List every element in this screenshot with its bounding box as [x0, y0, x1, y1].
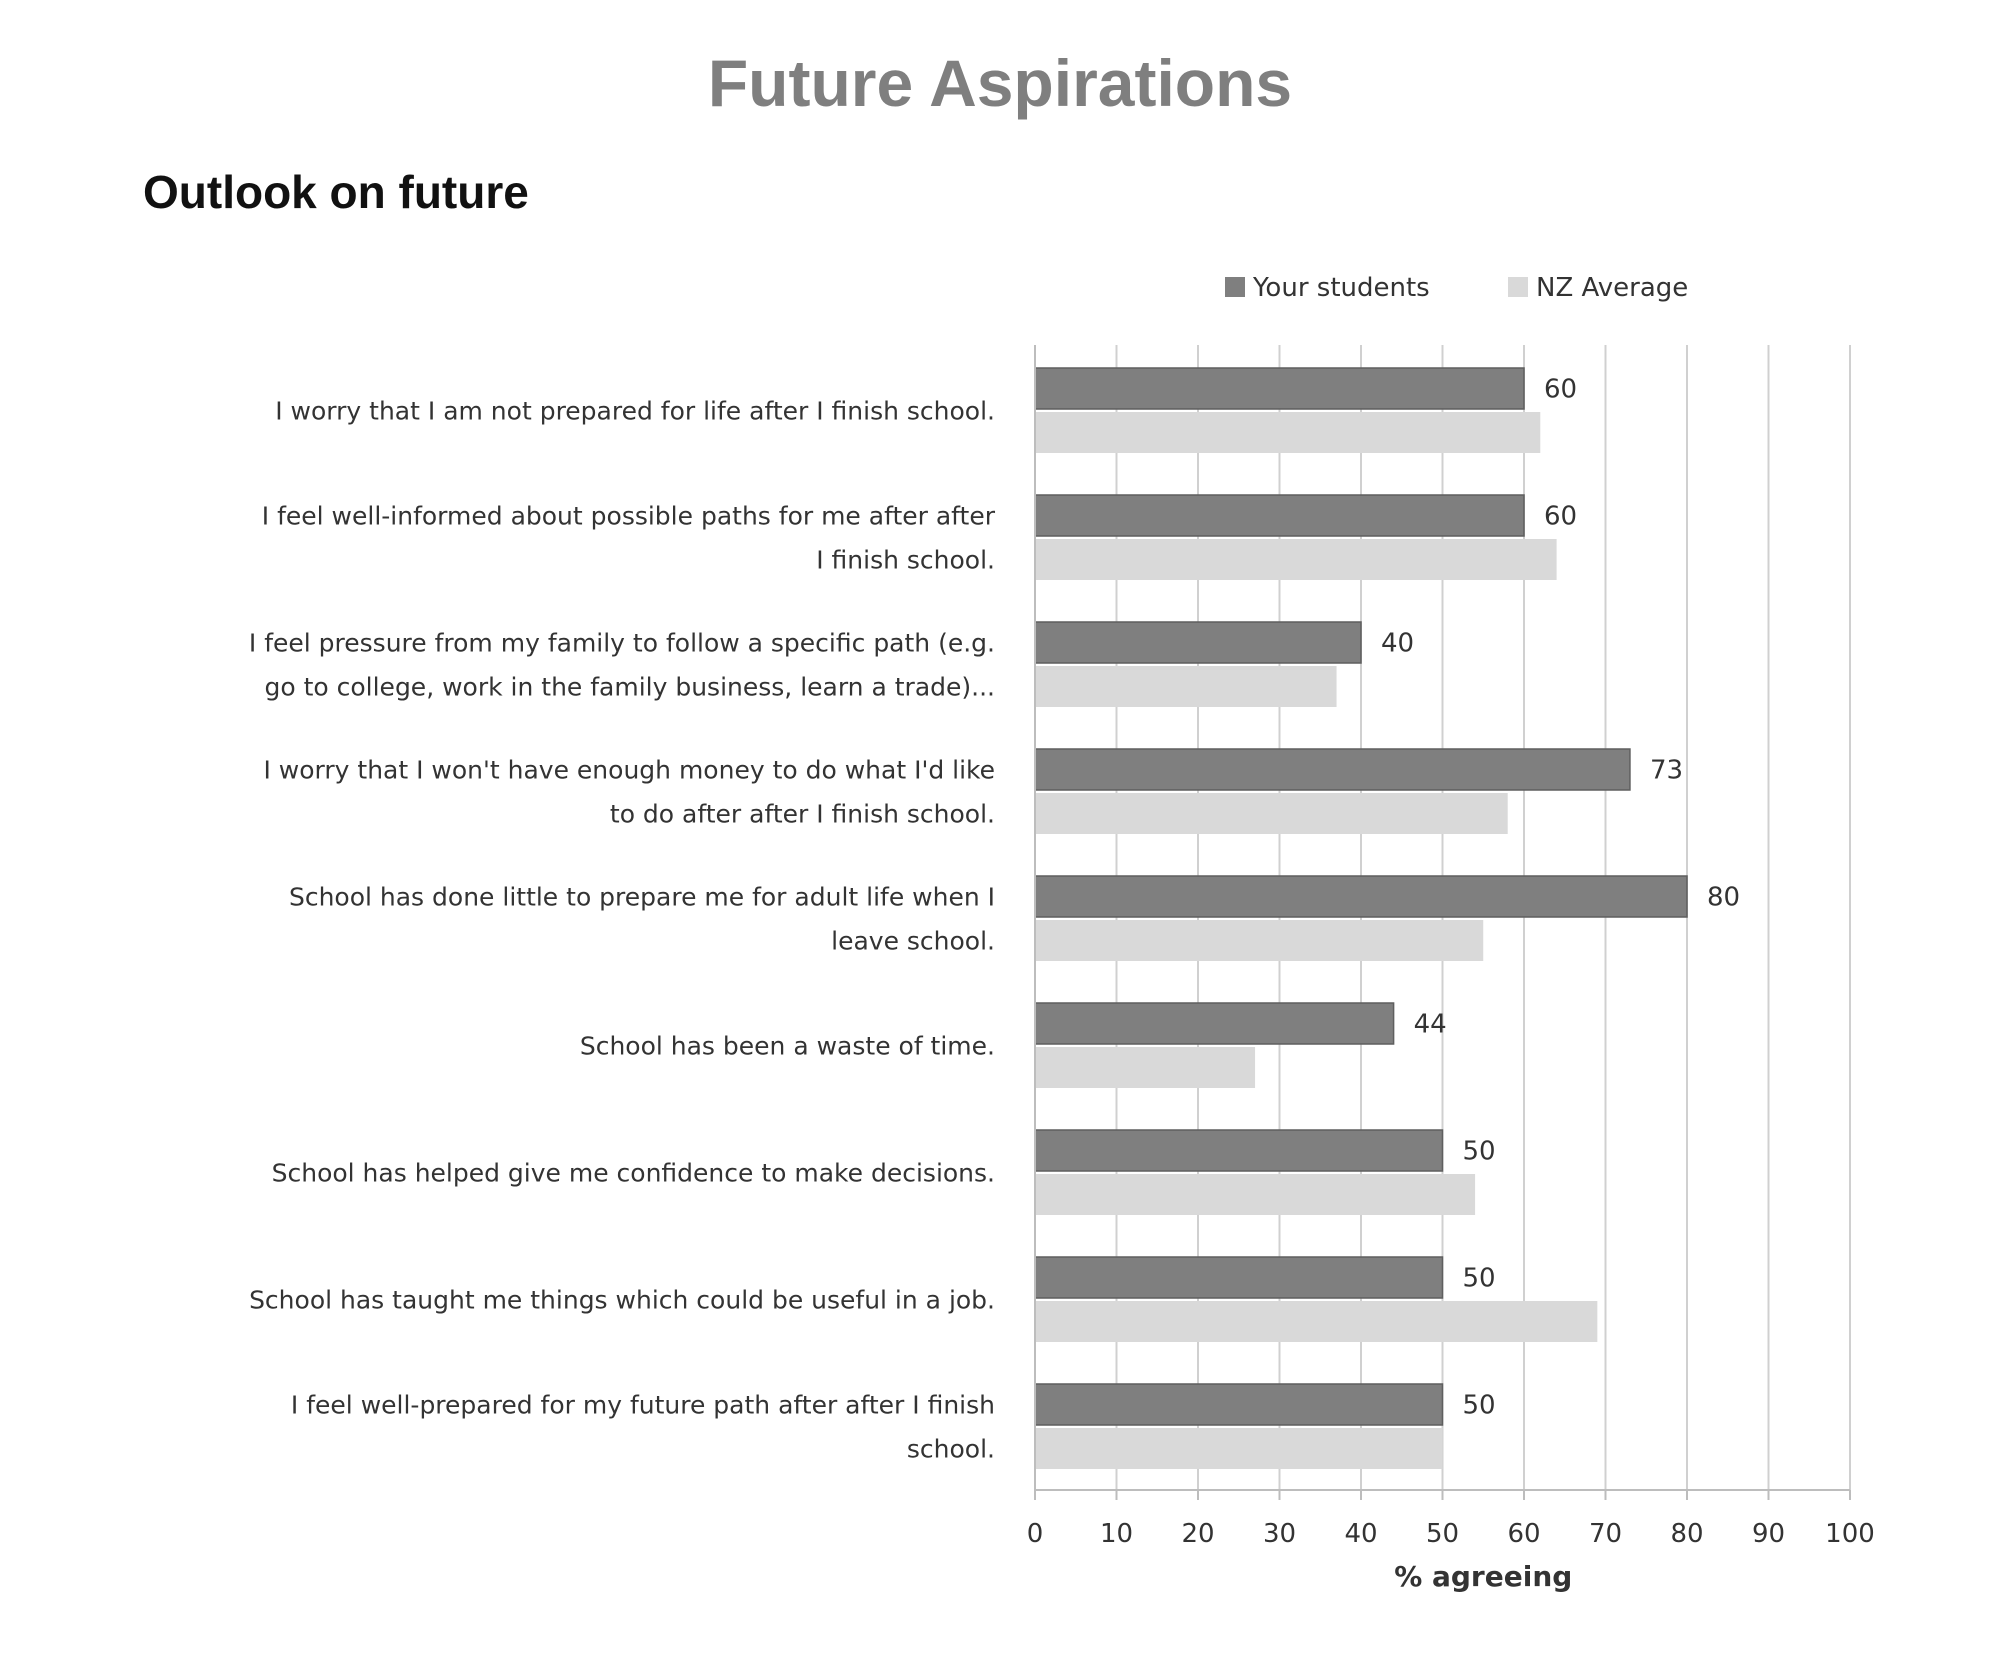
x-tick-label: 10 [1100, 1519, 1133, 1549]
legend-swatch [1225, 277, 1245, 297]
x-tick-label: 40 [1344, 1519, 1377, 1549]
category-label: leave school. [831, 927, 995, 956]
legend-label: Your students [1252, 273, 1430, 303]
section-title: Outlook on future [143, 166, 529, 218]
x-tick-label: 50 [1426, 1519, 1459, 1549]
bar [1035, 1047, 1256, 1088]
bar [1034, 367, 1525, 410]
bar [1035, 412, 1541, 453]
data-label: 73 [1650, 756, 1683, 786]
bar [1035, 666, 1337, 707]
legend-swatch [1508, 277, 1528, 297]
bar [1034, 1383, 1444, 1426]
x-tick-label: 70 [1589, 1519, 1622, 1549]
bar [1034, 1002, 1395, 1045]
bar [1035, 1301, 1598, 1342]
bars: 60 60 40 73 80 44 50 50 50 [1034, 367, 1740, 1469]
category-label: to do after after I finish school. [610, 800, 995, 829]
x-tick-label: 90 [1752, 1519, 1785, 1549]
bar [1034, 875, 1688, 918]
x-tick-label: 60 [1507, 1519, 1540, 1549]
data-label: 40 [1381, 629, 1414, 659]
data-label: 50 [1463, 1137, 1496, 1167]
category-label: go to college, work in the family busine… [264, 673, 995, 702]
x-axis-title: % agreeing [1394, 1560, 1572, 1593]
category-label: School has done little to prepare me for… [289, 883, 995, 912]
x-tick-label: 100 [1825, 1519, 1875, 1549]
category-label: I feel well-prepared for my future path … [291, 1391, 995, 1420]
page-title: Future Aspirations [707, 46, 1293, 120]
category-label: School has been a waste of time. [580, 1032, 995, 1061]
category-labels: I worry that I am not prepared for life … [249, 397, 996, 1464]
bar [1035, 539, 1557, 580]
data-label: 44 [1414, 1010, 1447, 1040]
data-label: 50 [1463, 1391, 1496, 1421]
x-tick-label: 30 [1263, 1519, 1296, 1549]
legend-label: NZ Average [1536, 273, 1688, 303]
bar [1034, 1129, 1444, 1172]
bar [1034, 748, 1631, 791]
category-label: school. [907, 1435, 995, 1464]
category-label: I feel pressure from my family to follow… [249, 629, 995, 658]
bar [1035, 920, 1484, 961]
bar [1034, 621, 1362, 664]
data-label: 60 [1544, 502, 1577, 532]
category-label: I worry that I am not prepared for life … [275, 397, 995, 426]
bar [1034, 1256, 1444, 1299]
x-tick-label: 0 [1027, 1519, 1044, 1549]
category-label: I worry that I won't have enough money t… [263, 756, 995, 785]
data-label: 80 [1707, 883, 1740, 913]
bar [1035, 793, 1508, 834]
x-tick-label: 20 [1181, 1519, 1214, 1549]
data-label: 60 [1544, 375, 1577, 405]
bar [1035, 1428, 1443, 1469]
category-label: I finish school. [816, 546, 995, 575]
bar [1034, 494, 1525, 537]
axes: 0 10 20 30 40 50 60 70 80 90 100 % agreeing [1027, 345, 1875, 1593]
category-label: I feel well-informed about possible path… [262, 502, 996, 531]
category-label: School has taught me things which could … [249, 1286, 995, 1315]
bar [1035, 1174, 1476, 1215]
x-tick-label: 80 [1670, 1519, 1703, 1549]
data-label: 50 [1463, 1264, 1496, 1294]
legend: Your students NZ Average [1225, 273, 1688, 303]
category-label: School has helped give me confidence to … [272, 1159, 995, 1188]
